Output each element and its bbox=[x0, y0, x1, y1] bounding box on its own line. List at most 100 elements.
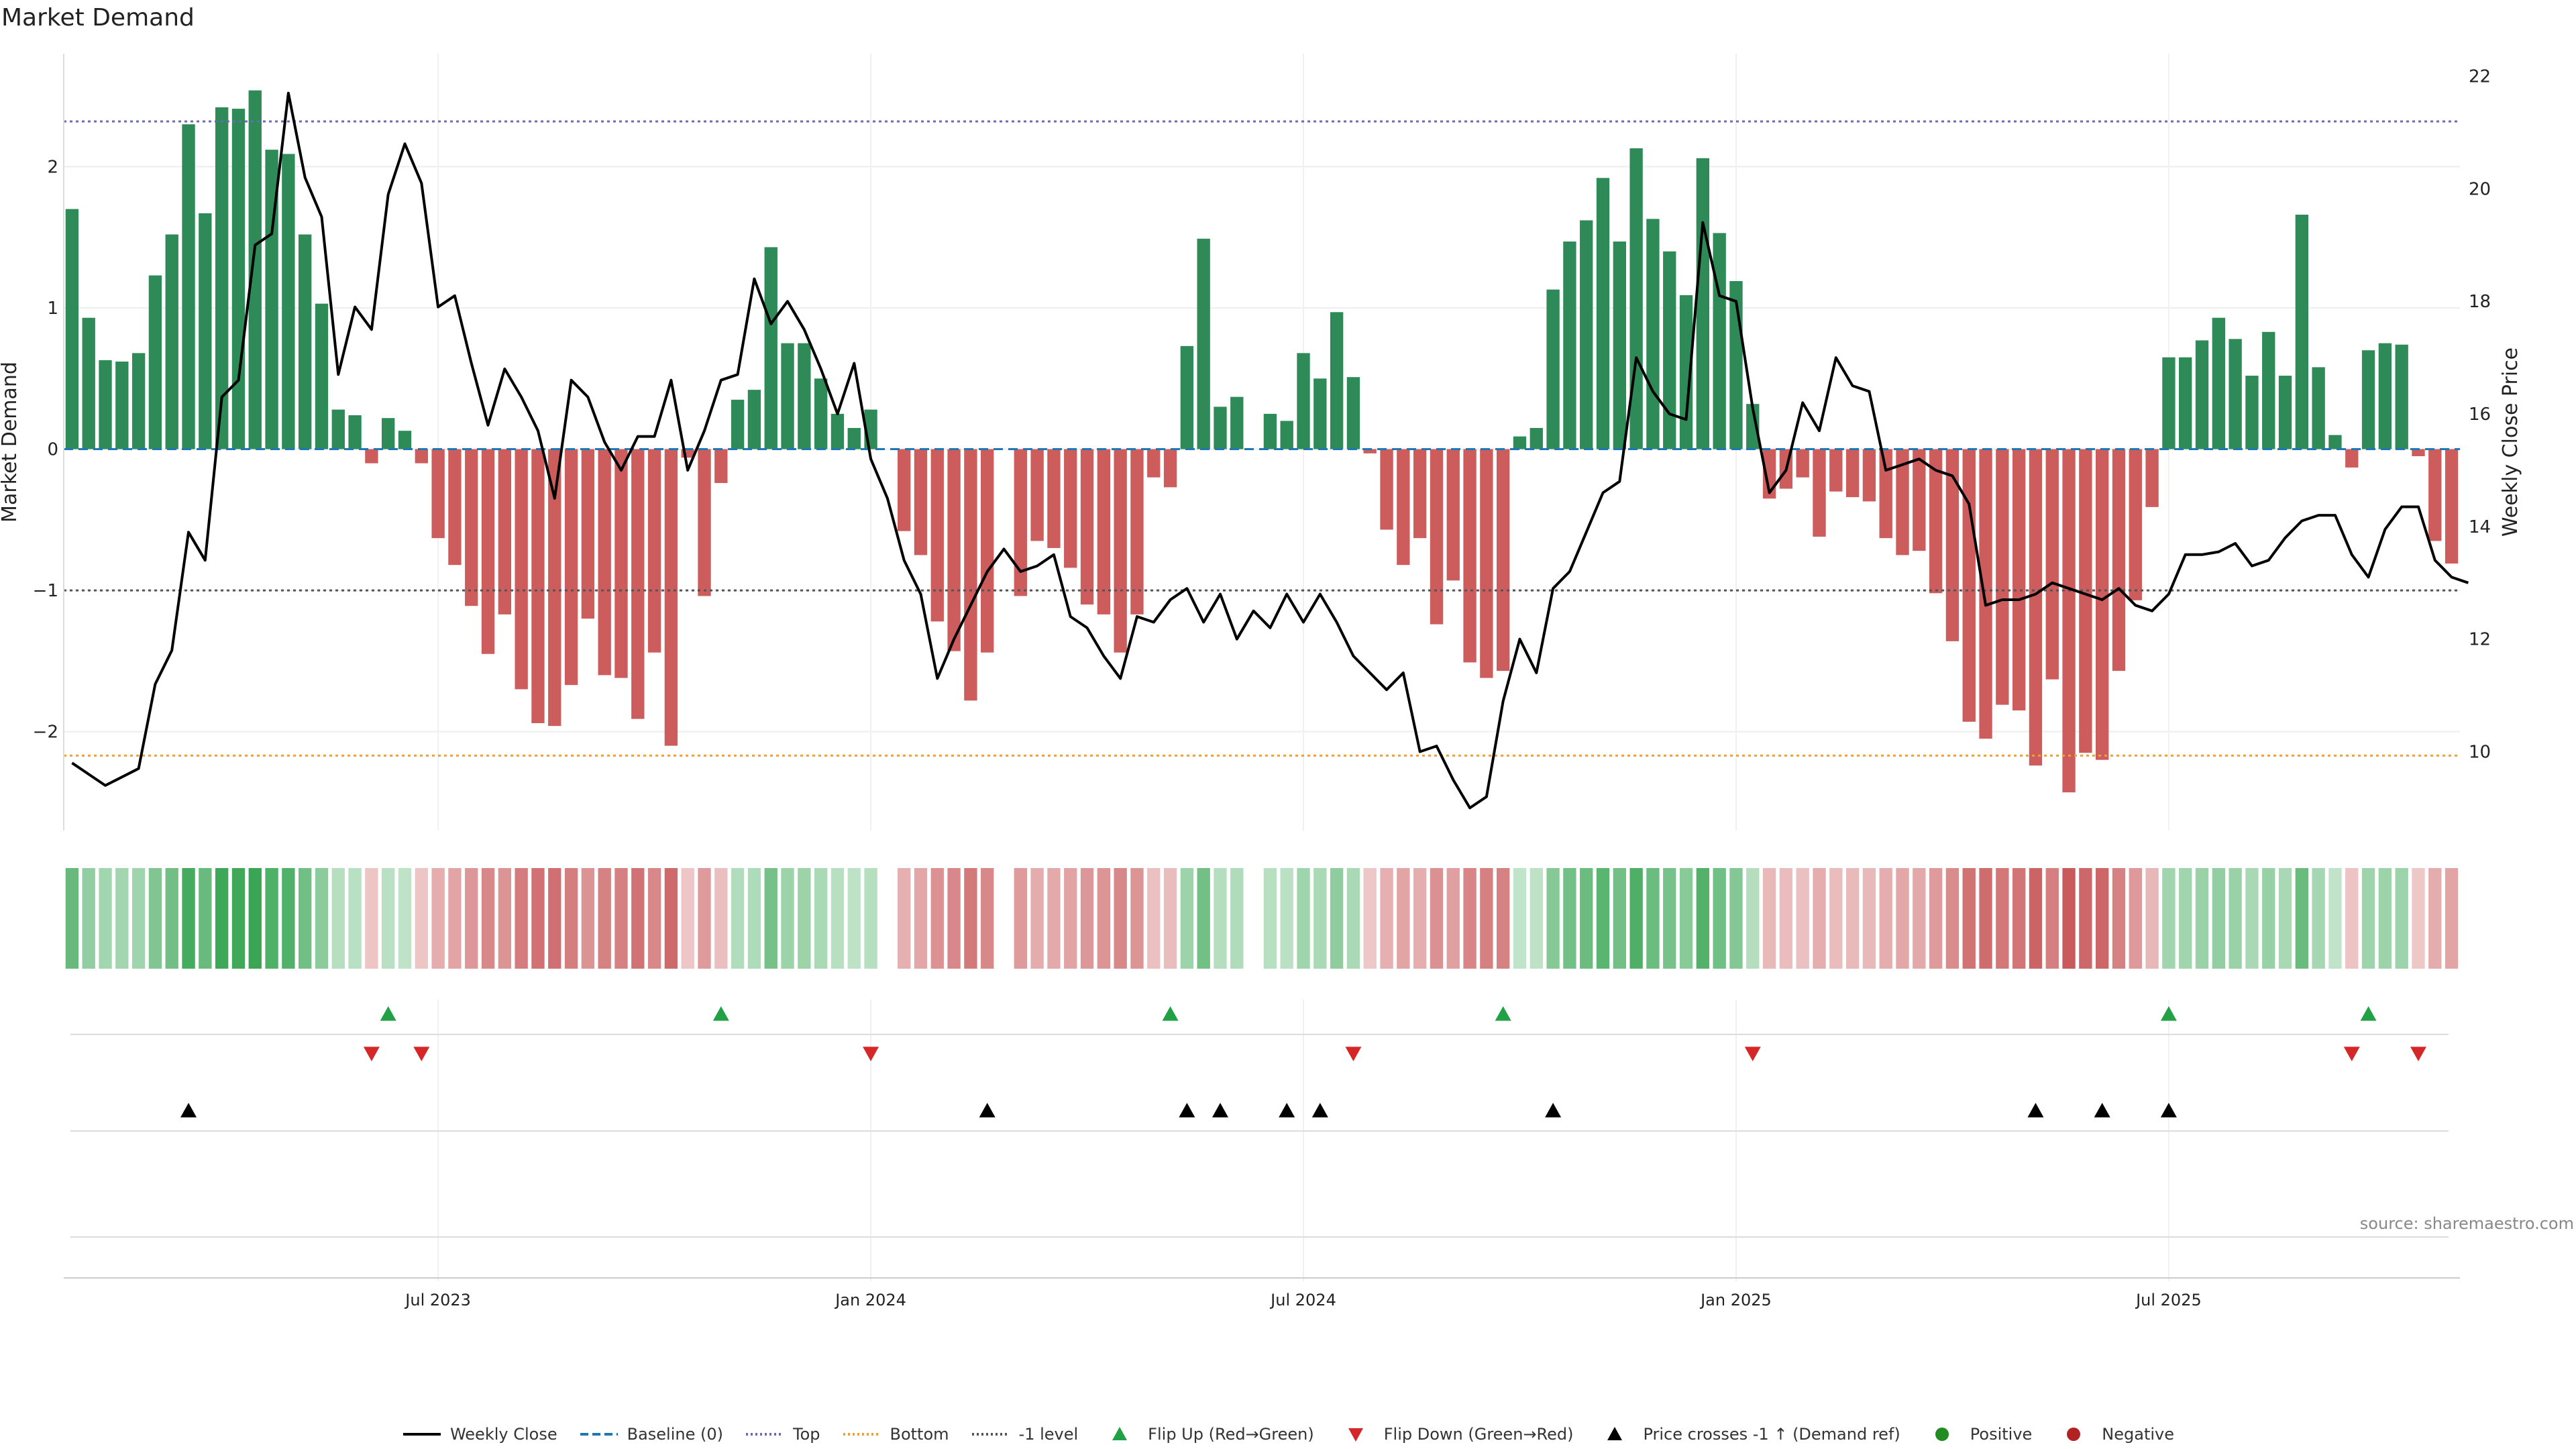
negative-bar bbox=[431, 449, 445, 539]
positive-bar bbox=[315, 303, 329, 449]
negative-bar bbox=[581, 449, 595, 619]
positive-bar bbox=[1214, 407, 1227, 449]
positive-bar bbox=[2162, 357, 2176, 449]
heat-cell bbox=[498, 868, 512, 969]
y-tick-label: −2 bbox=[33, 722, 58, 743]
heat-cell bbox=[1313, 868, 1327, 969]
positive-bar bbox=[1346, 377, 1360, 449]
positive-bar bbox=[165, 234, 178, 449]
y-tick-label: −1 bbox=[33, 581, 58, 601]
legend-swatch bbox=[746, 1433, 784, 1436]
heat-cell bbox=[1064, 868, 1077, 969]
heat-cell bbox=[282, 868, 295, 969]
positive-bar bbox=[830, 413, 845, 449]
negative-bar bbox=[1163, 449, 1177, 488]
positive-bar bbox=[1546, 289, 1560, 449]
y2-tick-label: 20 bbox=[2469, 179, 2491, 199]
negative-bar bbox=[1114, 449, 1127, 653]
heat-cell bbox=[2096, 868, 2109, 969]
price-cross-marker bbox=[180, 1103, 197, 1118]
y2-tick-label: 18 bbox=[2469, 292, 2491, 312]
negative-bar bbox=[2129, 449, 2142, 600]
positive-bar bbox=[82, 317, 95, 449]
heat-cell bbox=[1380, 868, 1393, 969]
positive-bar bbox=[1263, 413, 1277, 449]
heat-cell bbox=[614, 868, 628, 969]
negative-bar bbox=[481, 449, 495, 654]
heat-cell bbox=[1879, 868, 1892, 969]
negative-bar bbox=[548, 449, 561, 727]
heat-cell bbox=[731, 868, 745, 969]
heat-cell bbox=[199, 868, 212, 969]
heat-cell bbox=[2129, 868, 2142, 969]
heat-cell bbox=[1945, 868, 1960, 969]
heat-cell bbox=[2345, 868, 2359, 969]
negative-bar bbox=[1397, 449, 1410, 566]
legend-item-weekly-close: Weekly Close bbox=[402, 1424, 557, 1444]
legend-label: Bottom bbox=[890, 1425, 949, 1444]
negative-bar bbox=[531, 449, 545, 723]
y2-tick-label: 12 bbox=[2469, 630, 2491, 650]
negative-bar bbox=[2428, 449, 2442, 541]
negative-bar bbox=[1380, 449, 1393, 530]
positive-bar bbox=[1180, 345, 1194, 449]
heat-cell bbox=[1413, 868, 1427, 969]
legend-label: Positive bbox=[1970, 1425, 2033, 1444]
positive-bar bbox=[2312, 367, 2325, 449]
heat-cell bbox=[1696, 868, 1710, 969]
heat-cell bbox=[1480, 868, 1493, 969]
legend-label: Top bbox=[793, 1425, 820, 1444]
positive-bar bbox=[1679, 295, 1693, 449]
positive-bar bbox=[348, 415, 362, 449]
negative-bar bbox=[714, 449, 728, 484]
source-note: source: sharemaestro.com bbox=[2359, 1214, 2574, 1233]
heat-cell bbox=[465, 868, 478, 969]
legend-item-flip-down: Flip Down (Green→Red) bbox=[1336, 1424, 1573, 1444]
heat-cell bbox=[2262, 868, 2275, 969]
negative-bar bbox=[1813, 449, 1826, 537]
heat-cell bbox=[1513, 868, 1527, 969]
heat-cell bbox=[947, 868, 961, 969]
y-tick-label: 1 bbox=[47, 299, 58, 319]
price-cross-marker bbox=[979, 1103, 996, 1118]
heat-cell bbox=[1713, 868, 1726, 969]
positive-bar bbox=[215, 107, 229, 449]
price-cross-marker bbox=[1212, 1103, 1228, 1118]
heat-cell bbox=[1546, 868, 1560, 969]
negative-bar bbox=[1463, 449, 1477, 663]
positive-bar bbox=[1613, 241, 1626, 449]
negative-bar bbox=[698, 449, 711, 596]
negative-bar bbox=[947, 449, 961, 651]
legend-glyph bbox=[2067, 1428, 2081, 1441]
legend-glyph bbox=[1348, 1428, 1363, 1442]
heat-cell bbox=[2145, 868, 2159, 969]
heat-cell bbox=[2445, 868, 2459, 969]
negative-bar bbox=[647, 449, 661, 653]
positive-bar bbox=[2295, 215, 2309, 449]
positive-bar bbox=[1330, 312, 1344, 449]
legend-item-top: Top bbox=[745, 1424, 820, 1444]
negative-bar bbox=[1996, 449, 2009, 705]
heat-cell bbox=[1962, 868, 1976, 969]
heat-cell bbox=[1263, 868, 1277, 969]
legend-item-flip-up: Flip Up (Red→Green) bbox=[1099, 1424, 1314, 1444]
heat-cell bbox=[1330, 868, 1344, 969]
legend-item-baseline: Baseline (0) bbox=[579, 1424, 723, 1444]
flip-down-marker bbox=[2410, 1046, 2426, 1061]
heat-cell bbox=[448, 868, 462, 969]
heat-cell bbox=[1163, 868, 1177, 969]
positive-bar bbox=[2395, 344, 2408, 449]
heat-cell bbox=[914, 868, 928, 969]
heat-cell bbox=[182, 868, 195, 969]
heat-cell bbox=[2378, 868, 2392, 969]
heat-cell bbox=[1180, 868, 1194, 969]
flip-up-marker bbox=[712, 1006, 729, 1021]
positive-bar bbox=[2229, 339, 2242, 449]
heat-cell bbox=[2179, 868, 2192, 969]
y-axis-label: Market Demand bbox=[0, 362, 21, 523]
heat-cell bbox=[2162, 868, 2176, 969]
heat-cell bbox=[165, 868, 178, 969]
negative-bar bbox=[964, 449, 977, 701]
legend-label: Weekly Close bbox=[449, 1425, 557, 1444]
positive-bar bbox=[747, 390, 761, 449]
